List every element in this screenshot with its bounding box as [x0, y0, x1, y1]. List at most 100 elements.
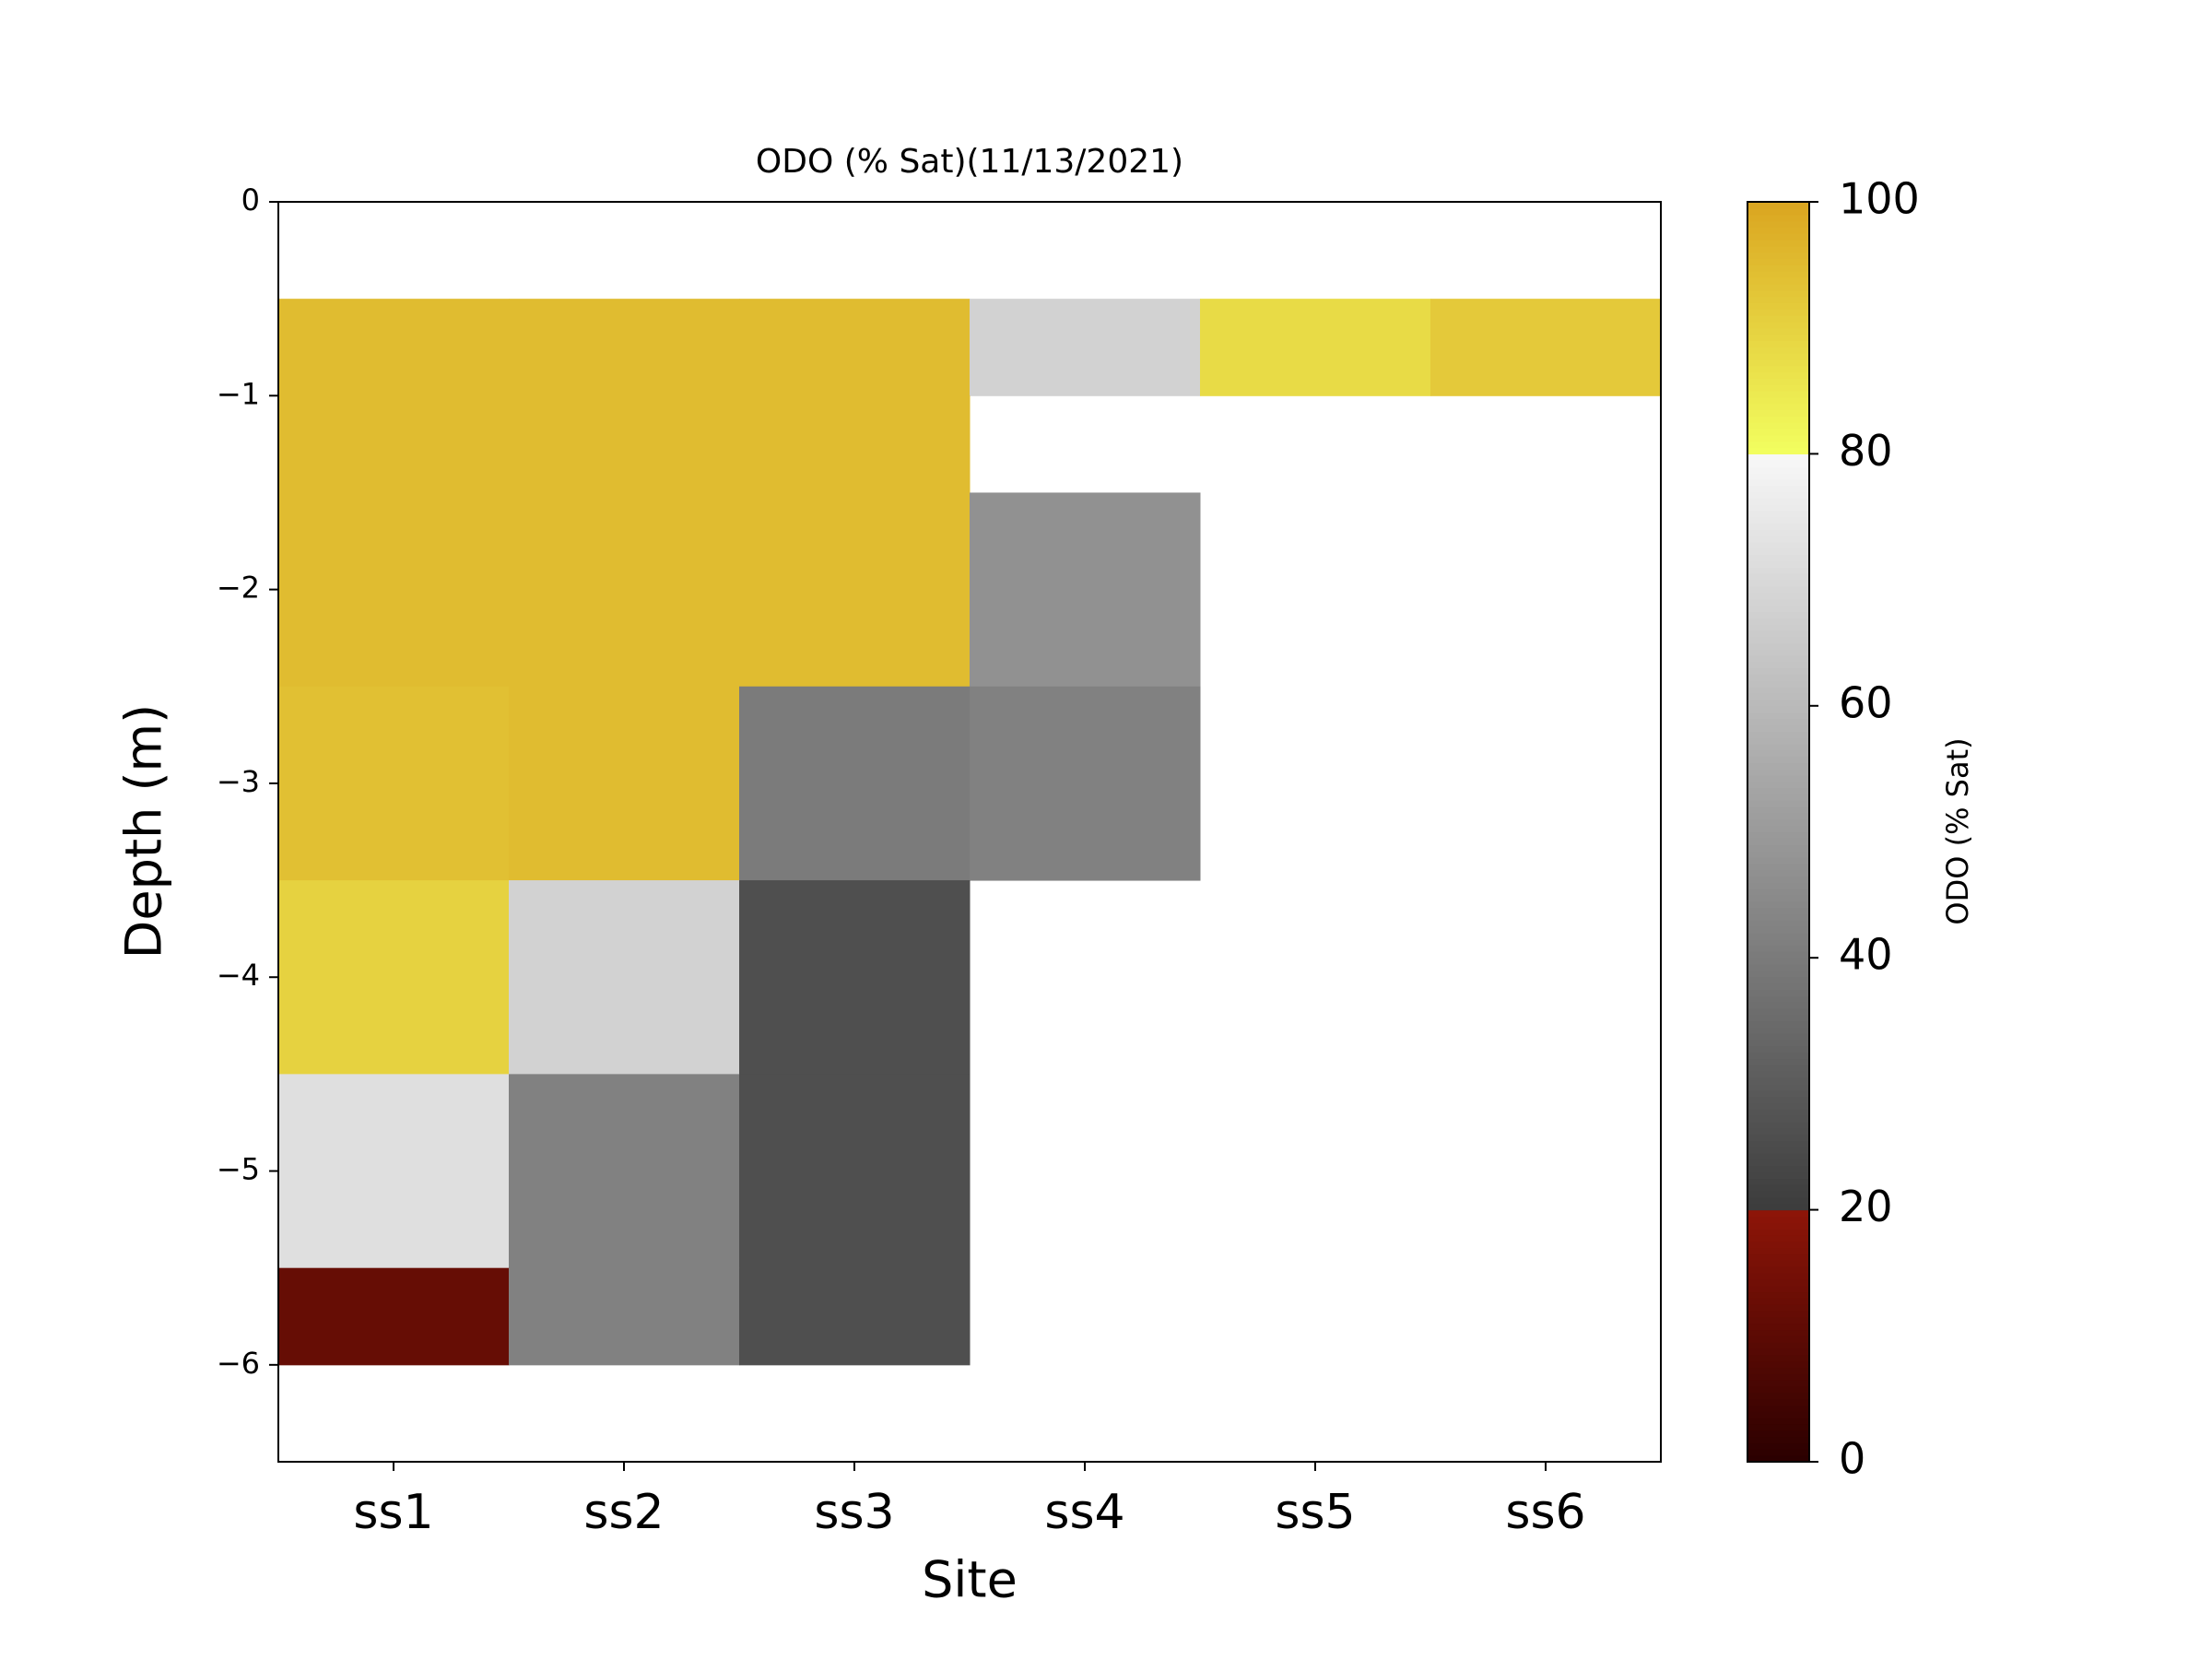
- colorbar-segment: [1747, 592, 1809, 600]
- colorbar-segment: [1747, 926, 1809, 934]
- colorbar-segment: [1747, 1247, 1809, 1255]
- colorbar-segment: [1747, 687, 1809, 694]
- colorbar-segment: [1747, 353, 1809, 360]
- heatmap-cell: [970, 492, 1201, 688]
- colorbar-segment: [1747, 371, 1809, 379]
- heatmap-cell: [509, 1074, 740, 1269]
- heatmap-cell: [278, 686, 510, 881]
- colorbar-frame: [1747, 201, 1810, 1463]
- colorbar-segment: [1747, 1171, 1809, 1180]
- colorbar-segment: [1747, 693, 1809, 700]
- colorbar-segment: [1747, 667, 1809, 676]
- colorbar-segment: [1747, 252, 1809, 260]
- colorbar-segment: [1747, 434, 1809, 442]
- colorbar-segment: [1747, 769, 1809, 776]
- heatmap-cell: [970, 686, 1201, 881]
- colorbar-segment: [1747, 1045, 1809, 1053]
- colorbar-segment: [1747, 976, 1809, 984]
- colorbar-segment: [1747, 460, 1809, 467]
- colorbar-segment: [1747, 1342, 1809, 1349]
- colorbar-segment: [1747, 403, 1809, 411]
- colorbar-segment: [1747, 913, 1809, 921]
- colorbar-segment: [1747, 1040, 1809, 1047]
- colorbar-segment: [1747, 932, 1809, 940]
- colorbar-segment: [1747, 851, 1809, 858]
- colorbar-segment: [1747, 743, 1809, 751]
- colorbar-segment: [1747, 567, 1809, 574]
- colorbar-segment: [1747, 876, 1809, 883]
- colorbar-segment: [1747, 882, 1809, 889]
- colorbar-segment: [1747, 315, 1809, 323]
- colorbar-segment: [1747, 1367, 1809, 1374]
- colorbar-segment: [1747, 585, 1809, 594]
- colorbar-segment: [1747, 1442, 1809, 1450]
- heatmap-cell: [1430, 299, 1662, 396]
- heatmap-cell: [278, 1074, 510, 1269]
- colorbar-segment: [1747, 1216, 1809, 1223]
- colorbar-segment: [1747, 516, 1809, 524]
- colorbar-segment: [1747, 1191, 1809, 1198]
- colorbar-segment: [1747, 391, 1809, 398]
- colorbar-segment: [1747, 1329, 1809, 1336]
- colorbar-segment: [1747, 894, 1809, 902]
- colorbar-segment: [1747, 869, 1809, 877]
- colorbar-segment: [1747, 485, 1809, 493]
- colorbar-segment: [1747, 1304, 1809, 1312]
- plot-frame: [277, 201, 1662, 1463]
- heatmap-cell: [278, 395, 510, 493]
- colorbar-segment: [1747, 888, 1809, 896]
- colorbar-tick-label: 80: [1839, 426, 1893, 476]
- colorbar-segment: [1747, 542, 1809, 549]
- heatmap-cell: [278, 299, 510, 396]
- colorbar-segment: [1747, 1071, 1809, 1078]
- colorbar-segment: [1747, 472, 1809, 480]
- heatmap-cell: [739, 1267, 971, 1366]
- colorbar-segment: [1747, 416, 1809, 423]
- colorbar-segment: [1747, 409, 1809, 417]
- heatmap-cell: [1200, 299, 1431, 396]
- x-tick-label: ss2: [583, 1485, 664, 1540]
- colorbar-segment: [1747, 347, 1809, 354]
- heatmap-cell: [509, 299, 740, 396]
- colorbar-segment: [1747, 1385, 1809, 1394]
- colorbar-segment: [1747, 756, 1809, 763]
- heatmap-cell: [278, 492, 510, 688]
- colorbar-segment: [1747, 1065, 1809, 1072]
- colorbar-segment: [1747, 1335, 1809, 1343]
- colorbar-segment: [1747, 466, 1809, 474]
- colorbar-segment: [1747, 1222, 1809, 1230]
- colorbar-tick-label: 60: [1839, 677, 1893, 727]
- y-tick-label: −6: [217, 1346, 260, 1381]
- colorbar-segment: [1747, 1316, 1809, 1324]
- colorbar-segment: [1747, 1127, 1809, 1135]
- colorbar-segment: [1747, 611, 1809, 618]
- colorbar-segment: [1747, 655, 1809, 663]
- colorbar-segment: [1747, 787, 1809, 795]
- heatmap-cell: [509, 1267, 740, 1366]
- colorbar-segment: [1747, 825, 1809, 833]
- colorbar-segment: [1747, 529, 1809, 536]
- colorbar-segment: [1747, 1178, 1809, 1185]
- heatmap-cell: [739, 299, 971, 396]
- colorbar-segment: [1747, 1455, 1809, 1463]
- colorbar-segment: [1747, 970, 1809, 978]
- colorbar-segment: [1747, 1430, 1809, 1438]
- colorbar-segment: [1747, 1159, 1809, 1167]
- colorbar-segment: [1747, 964, 1809, 971]
- y-tick-label: −4: [217, 958, 260, 993]
- colorbar-segment: [1747, 265, 1809, 272]
- colorbar-segment: [1747, 245, 1809, 253]
- colorbar-segment: [1747, 938, 1809, 947]
- colorbar-segment: [1747, 1373, 1809, 1381]
- heatmap-cell: [739, 492, 971, 688]
- colorbar-segment: [1747, 1354, 1809, 1362]
- x-tick-label: ss4: [1044, 1485, 1124, 1540]
- colorbar-segment: [1747, 1115, 1809, 1123]
- colorbar-segment: [1747, 498, 1809, 505]
- colorbar-segment: [1747, 774, 1809, 782]
- colorbar-segment: [1747, 1147, 1809, 1154]
- colorbar-segment: [1747, 202, 1809, 209]
- colorbar-tick-label: 20: [1839, 1182, 1893, 1231]
- colorbar-segment: [1747, 580, 1809, 587]
